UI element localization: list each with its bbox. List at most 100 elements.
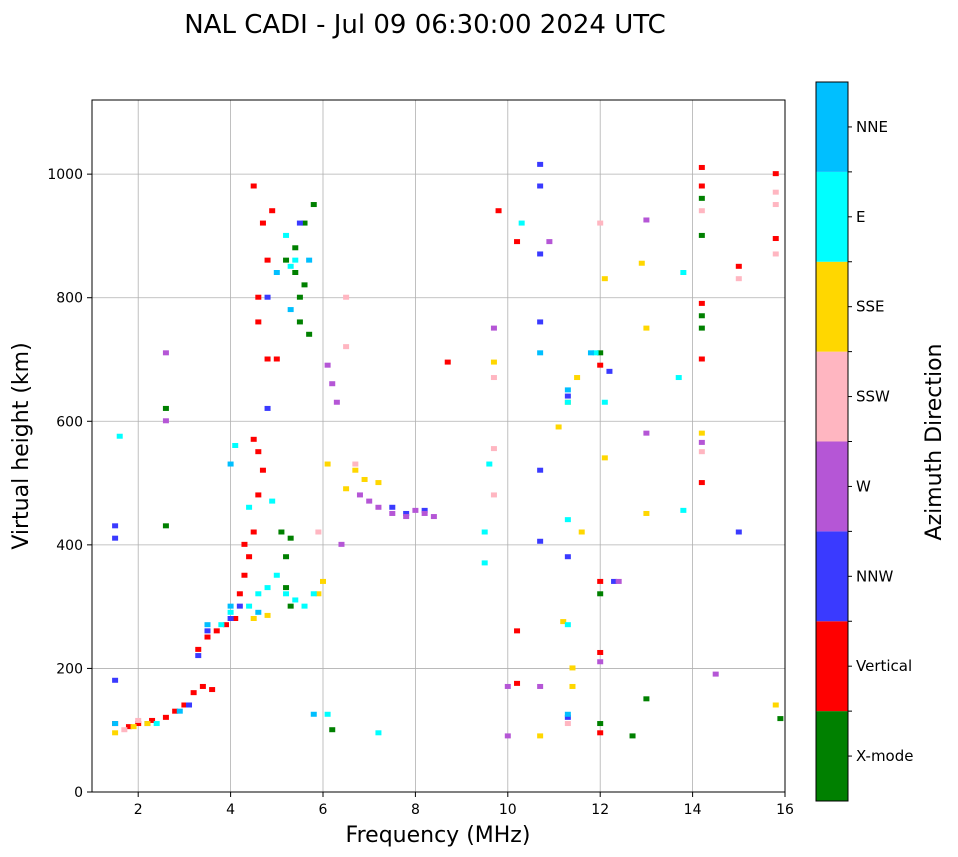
data-point-w xyxy=(546,239,553,245)
data-point-nne xyxy=(287,307,294,313)
data-point-sse xyxy=(144,721,151,727)
data-point-w xyxy=(643,430,650,436)
data-point-nnw xyxy=(564,554,571,560)
data-point-vertical xyxy=(444,359,451,365)
data-point-e xyxy=(264,585,271,591)
colorbar-tick-label: X-mode xyxy=(856,747,913,765)
data-point-ssw xyxy=(343,344,350,350)
data-point-nnw xyxy=(606,368,613,374)
data-point-ssw xyxy=(698,208,705,214)
data-point-w xyxy=(712,671,719,677)
data-point-x-mode xyxy=(698,313,705,319)
x-axis-label: Frequency (MHz) xyxy=(346,823,531,848)
data-point-nnw xyxy=(403,510,410,516)
data-point-w xyxy=(324,362,331,368)
data-point-e xyxy=(287,263,294,269)
data-point-sse xyxy=(375,480,382,486)
data-point-vertical xyxy=(264,356,271,362)
data-point-nne xyxy=(227,603,234,609)
data-point-vertical xyxy=(259,220,266,226)
grid xyxy=(92,100,786,793)
y-tick-label: 0 xyxy=(74,785,83,801)
data-point-vertical xyxy=(250,529,257,535)
data-point-nnw xyxy=(264,294,271,300)
colorbar-frame xyxy=(815,81,849,802)
data-point-e xyxy=(255,591,262,597)
data-point-e xyxy=(675,375,682,381)
data-point-e xyxy=(283,232,290,238)
data-point-nnw xyxy=(186,702,193,708)
data-point-sse xyxy=(698,430,705,436)
data-point-vertical xyxy=(246,554,253,560)
data-point-w xyxy=(375,504,382,510)
colorbar-tick-label: SSW xyxy=(856,388,890,406)
data-point-vertical xyxy=(135,721,142,727)
x-tick-label: 10 xyxy=(499,802,517,818)
colorbar-segment xyxy=(816,711,848,801)
data-point-w xyxy=(597,659,604,665)
data-point-e xyxy=(375,730,382,736)
data-point-vertical xyxy=(259,467,266,473)
data-point-x-mode xyxy=(283,257,290,263)
colorbar-segment xyxy=(816,82,848,172)
data-point-e xyxy=(601,399,608,405)
colorbar-tick-label: SSE xyxy=(856,298,885,316)
data-point-nnw xyxy=(264,405,271,411)
data-point-nnw xyxy=(112,677,119,683)
data-point-vertical xyxy=(199,683,206,689)
data-point-nnw xyxy=(564,714,571,720)
y-tick-label: 200 xyxy=(56,661,83,677)
data-point-nnw xyxy=(537,538,544,544)
data-point-vertical xyxy=(698,356,705,362)
data-point-vertical xyxy=(255,319,262,325)
data-point-vertical xyxy=(597,730,604,736)
data-point-sse xyxy=(352,467,359,473)
data-point-w xyxy=(162,350,169,356)
data-point-e xyxy=(116,433,123,439)
data-point-e xyxy=(486,461,493,467)
data-point-e xyxy=(269,498,276,504)
data-point-x-mode xyxy=(162,523,169,529)
data-point-x-mode xyxy=(301,220,308,226)
data-point-vertical xyxy=(232,616,239,621)
data-point-vertical xyxy=(495,208,502,214)
data-point-w xyxy=(643,217,650,223)
data-point-w xyxy=(366,498,373,504)
data-point-nne xyxy=(112,721,119,727)
data-point-nnw xyxy=(204,628,211,634)
data-point-ssw xyxy=(735,276,742,282)
data-point-vertical xyxy=(222,622,229,628)
data-point-x-mode xyxy=(698,195,705,201)
data-point-vertical xyxy=(250,183,257,189)
data-point-vertical xyxy=(149,717,156,723)
data-point-x-mode xyxy=(296,319,303,325)
data-point-vertical xyxy=(735,263,742,269)
data-point-sse xyxy=(643,510,650,516)
data-point-x-mode xyxy=(597,591,604,597)
y-tick-label: 600 xyxy=(56,414,83,430)
data-point-ssw xyxy=(772,202,779,208)
data-point-sse xyxy=(578,529,585,535)
data-point-vertical xyxy=(264,257,271,263)
data-point-sse xyxy=(638,260,645,266)
data-point-w xyxy=(333,399,340,405)
data-point-nnw xyxy=(537,467,544,473)
data-point-x-mode xyxy=(310,202,317,208)
data-point-vertical xyxy=(172,708,179,714)
data-point-nnw xyxy=(564,393,571,399)
data-point-sse xyxy=(601,276,608,282)
data-point-nne xyxy=(204,622,211,628)
x-tick-label: 8 xyxy=(411,802,420,818)
data-point-nnw xyxy=(389,504,396,510)
data-point-nnw xyxy=(236,603,243,609)
data-point-vertical xyxy=(255,492,262,498)
data-point-w xyxy=(430,514,437,520)
data-point-vertical xyxy=(250,436,257,442)
colorbar-tick-label: NNW xyxy=(856,567,893,585)
data-point-e xyxy=(592,350,599,356)
data-point-sse xyxy=(320,578,326,584)
data-point-nnw xyxy=(611,578,618,584)
data-point-nne xyxy=(310,711,317,717)
data-point-x-mode xyxy=(283,585,290,591)
data-point-nnw xyxy=(195,653,202,659)
